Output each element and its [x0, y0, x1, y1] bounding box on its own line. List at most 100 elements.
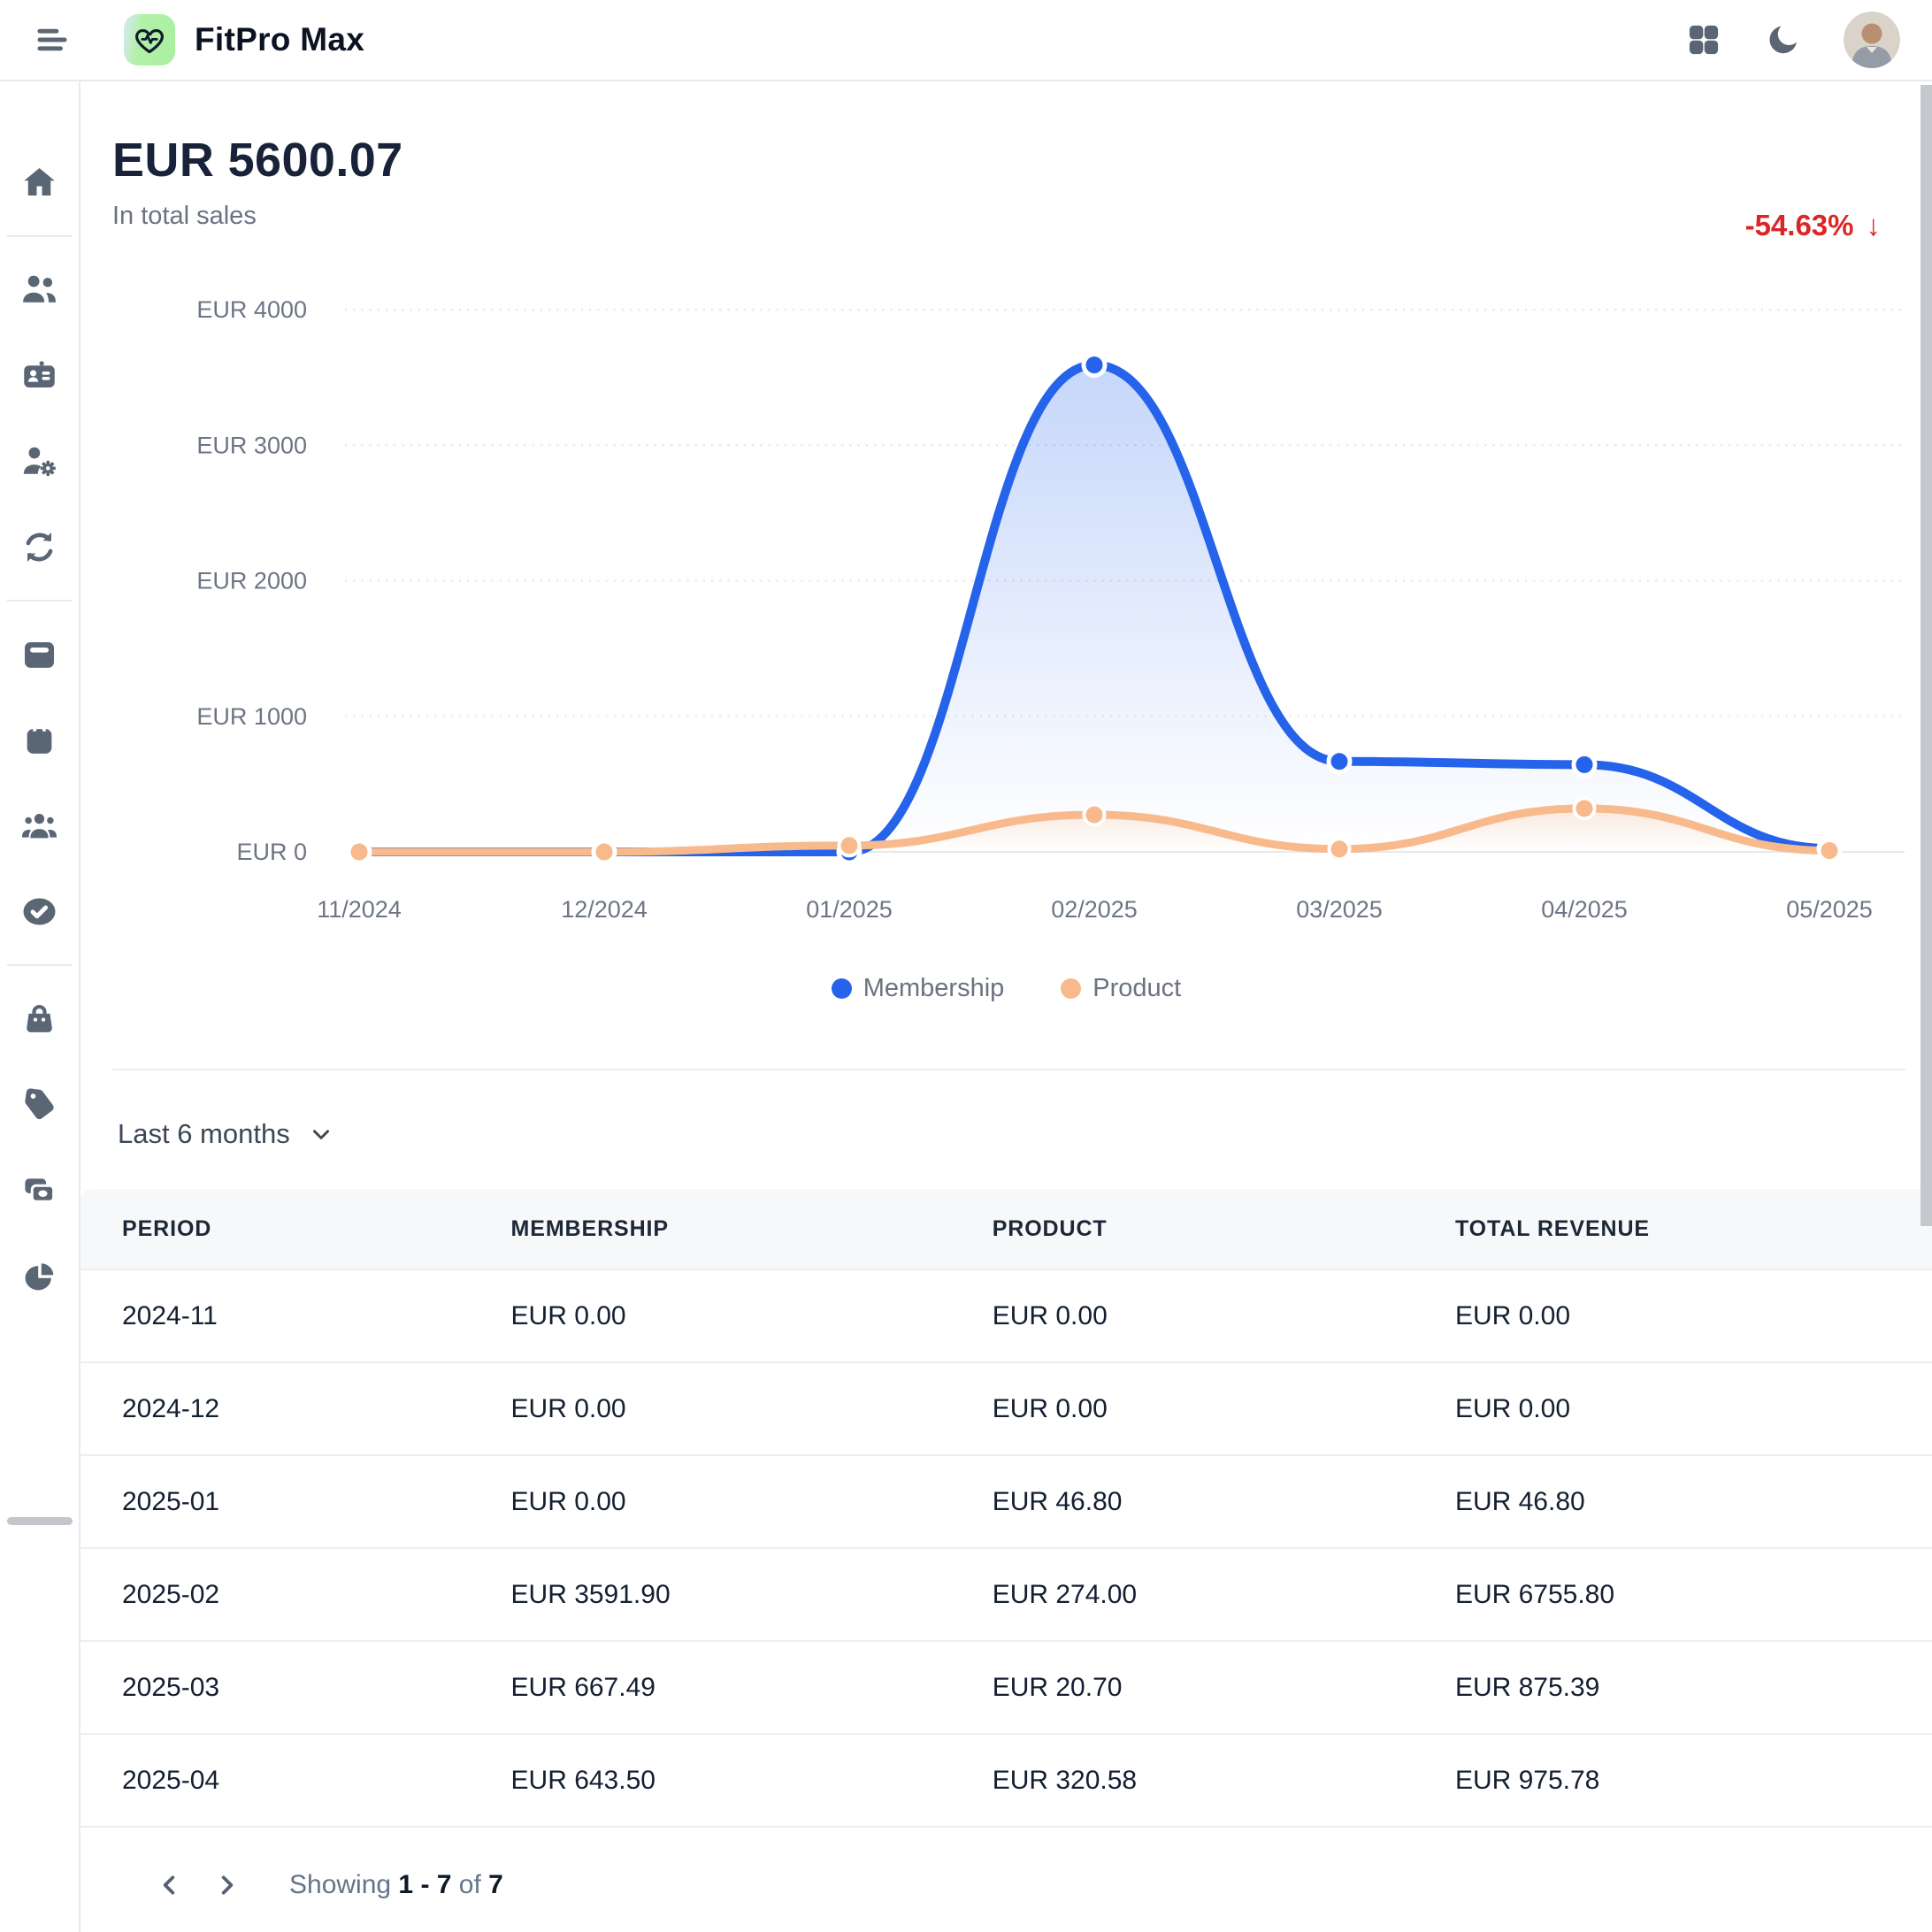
- cards-icon: [25, 1178, 56, 1203]
- id-card-icon: [24, 361, 55, 387]
- sync-icon: [26, 533, 53, 562]
- sidebar-divider: [6, 600, 73, 602]
- arrow-down-icon: ↓: [1866, 209, 1882, 242]
- main-content: EUR 5600.07 In total sales -54.63% ↓ EUR …: [80, 81, 1932, 1932]
- svg-text:EUR 1000: EUR 1000: [196, 703, 307, 730]
- clipboard-icon: [27, 724, 52, 754]
- total-sales-subtitle: In total sales: [112, 202, 257, 230]
- sidebar-item-id-card[interactable]: [0, 333, 79, 418]
- section-divider: [112, 1069, 1905, 1070]
- sidebar-item-user-settings[interactable]: [0, 418, 79, 504]
- svg-text:EUR 0: EUR 0: [236, 839, 307, 865]
- svg-text:01/2025: 01/2025: [806, 896, 893, 923]
- cell-total-revenue: EUR 975.78: [1454, 1765, 1600, 1795]
- cell-period: 2024-12: [122, 1393, 220, 1423]
- pagination-total: 7: [488, 1870, 503, 1899]
- cell-period: 2025-04: [122, 1765, 220, 1795]
- table-body: 2024-11 EUR 0.00 EUR 0.00 EUR 0.00 2024-…: [80, 1270, 1932, 1828]
- sidebar-item-tag[interactable]: [0, 1062, 79, 1147]
- date-range-label: Last 6 months: [118, 1118, 290, 1149]
- top-bar: FitPro Max: [0, 0, 1932, 81]
- svg-text:11/2024: 11/2024: [317, 896, 402, 923]
- cell-product: EUR 320.58: [992, 1765, 1138, 1795]
- change-percent: -54.63%: [1744, 209, 1854, 242]
- home-icon: [24, 168, 55, 196]
- table-row: 2025-01 EUR 0.00 EUR 46.80 EUR 46.80: [80, 1456, 1932, 1549]
- svg-text:EUR 4000: EUR 4000: [196, 296, 307, 323]
- dark-mode-moon-icon[interactable]: [1764, 20, 1803, 59]
- sidebar-item-clipboard[interactable]: [0, 697, 79, 783]
- table-row: 2025-04 EUR 643.50 EUR 320.58 EUR 975.78: [80, 1735, 1932, 1828]
- app-logo-icon[interactable]: [124, 14, 175, 65]
- cell-membership: EUR 0.00: [510, 1393, 626, 1423]
- column-header-product: PRODUCT: [992, 1215, 1108, 1241]
- legend-dot-icon: [1061, 978, 1082, 999]
- menu-icon[interactable]: [32, 19, 73, 60]
- total-sales-value: EUR 5600.07: [112, 134, 403, 187]
- tag-icon: [25, 1088, 54, 1120]
- sidebar-item-group[interactable]: [0, 783, 79, 869]
- cell-total-revenue: EUR 875.39: [1454, 1672, 1600, 1702]
- cell-membership: EUR 0.00: [510, 1300, 626, 1330]
- legend-label: Product: [1092, 974, 1182, 1002]
- sidebar-item-sync[interactable]: [0, 504, 79, 590]
- cell-period: 2025-01: [122, 1486, 220, 1516]
- svg-text:04/2025: 04/2025: [1541, 896, 1628, 923]
- revenue-table: PERIOD MEMBERSHIP PRODUCT TOTAL REVENUE …: [80, 1189, 1932, 1828]
- prev-page-button[interactable]: [150, 1865, 190, 1905]
- legend-label: Membership: [862, 974, 1005, 1002]
- sidebar-item-shop-bag[interactable]: [0, 976, 79, 1062]
- chevron-right-icon: [221, 1875, 234, 1895]
- cell-period: 2024-11: [122, 1300, 218, 1330]
- page-scrollbar[interactable]: [1920, 85, 1932, 1226]
- cell-product: EUR 274.00: [992, 1579, 1138, 1609]
- svg-text:EUR 3000: EUR 3000: [196, 432, 307, 458]
- cell-product: EUR 0.00: [992, 1393, 1108, 1423]
- pagination-range: 1 - 7: [398, 1870, 452, 1899]
- table-header-row: PERIOD MEMBERSHIP PRODUCT TOTAL REVENUE: [80, 1189, 1932, 1270]
- legend-item-product[interactable]: Product: [1061, 974, 1181, 1003]
- change-badge: -54.63% ↓: [1745, 209, 1881, 242]
- legend-item-membership[interactable]: Membership: [831, 974, 1005, 1003]
- table-row: 2025-03 EUR 667.49 EUR 20.70 EUR 875.39: [80, 1642, 1932, 1735]
- cell-period: 2025-02: [122, 1579, 220, 1609]
- column-header-total-revenue: TOTAL REVENUE: [1454, 1215, 1650, 1241]
- sidebar-nav: [0, 81, 80, 1932]
- date-range-dropdown[interactable]: Last 6 months: [118, 1118, 334, 1150]
- pagination-status: Showing 1 - 7 of 7: [289, 1870, 503, 1899]
- cell-product: EUR 20.70: [992, 1672, 1123, 1702]
- chevron-down-icon: [312, 1130, 329, 1139]
- user-settings-icon: [23, 447, 56, 476]
- sales-line-chart: EUR 0 EUR 1000 EUR 2000 EUR 3000 EUR 4000 11/…: [80, 261, 1932, 951]
- sidebar-divider: [6, 964, 73, 966]
- chart-legend: Membership Product: [80, 974, 1932, 1003]
- svg-text:03/2025: 03/2025: [1296, 896, 1383, 923]
- shop-bag-icon: [27, 1004, 52, 1032]
- sidebar-item-check-circle[interactable]: [0, 869, 79, 954]
- sidebar-item-calendar[interactable]: [0, 611, 79, 697]
- next-page-button[interactable]: [206, 1865, 247, 1905]
- legend-dot-icon: [831, 978, 852, 999]
- members-icon: [23, 275, 56, 303]
- apps-grid-icon[interactable]: [1684, 20, 1723, 59]
- pie-chart-icon: [25, 1263, 54, 1291]
- user-avatar[interactable]: [1844, 12, 1900, 68]
- group-icon: [22, 814, 57, 839]
- sidebar-item-pie-chart[interactable]: [0, 1233, 79, 1319]
- cell-total-revenue: EUR 6755.80: [1454, 1579, 1615, 1609]
- cell-period: 2025-03: [122, 1672, 220, 1702]
- cell-total-revenue: EUR 0.00: [1454, 1393, 1571, 1423]
- cell-product: EUR 46.80: [992, 1486, 1123, 1516]
- page-title: FitPro Max: [195, 21, 365, 58]
- sidebar-scrollbar[interactable]: [7, 1517, 73, 1525]
- sidebar-item-home[interactable]: [0, 140, 79, 226]
- sidebar-item-members[interactable]: [0, 247, 79, 333]
- column-header-period: PERIOD: [122, 1215, 212, 1241]
- pagination-bar: Showing 1 - 7 of 7: [80, 1828, 1932, 1905]
- table-row: 2024-12 EUR 0.00 EUR 0.00 EUR 0.00: [80, 1363, 1932, 1456]
- cell-total-revenue: EUR 46.80: [1454, 1486, 1585, 1516]
- table-row: 2025-02 EUR 3591.90 EUR 274.00 EUR 6755.…: [80, 1549, 1932, 1642]
- svg-text:EUR 2000: EUR 2000: [196, 568, 307, 594]
- cell-membership: EUR 0.00: [510, 1486, 626, 1516]
- sidebar-item-cards[interactable]: [0, 1147, 79, 1233]
